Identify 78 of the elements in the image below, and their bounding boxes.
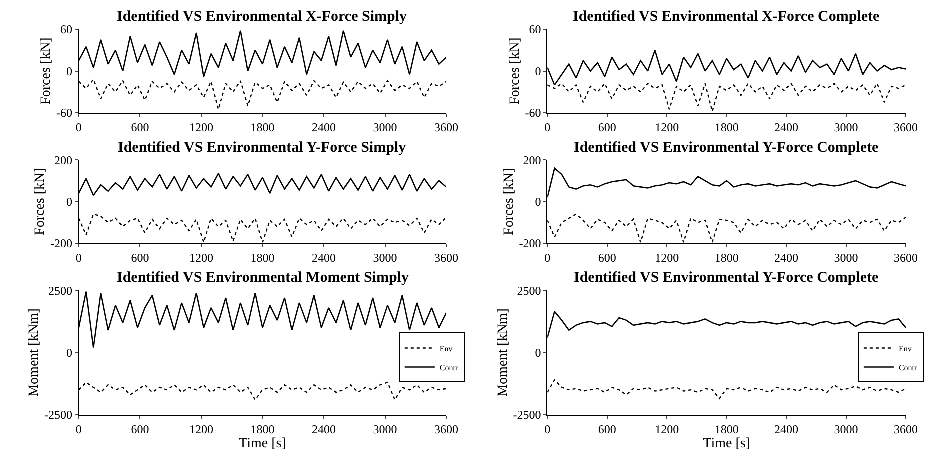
y-tick-label: 0: [535, 195, 542, 210]
x-tick-label: 1200: [189, 250, 214, 265]
x-tick-label: 1200: [655, 422, 680, 436]
y-axis-title: Forces [kN]: [508, 38, 523, 105]
y-tick-label: 0: [66, 195, 73, 210]
y-axis-title: Forces [kN]: [39, 38, 54, 105]
x-tick-label: 0: [544, 120, 551, 134]
x-tick-label: 3000: [834, 120, 858, 134]
y-tick-label: -2500: [513, 408, 542, 422]
x-tick-label: 0: [76, 422, 82, 436]
chart-title: Identified VS Environmental X-Force Complete: [573, 9, 880, 25]
y-tick-label: 60: [60, 22, 73, 37]
x-tick-label: 2400: [312, 250, 336, 265]
legend-label: Env: [440, 344, 453, 354]
x-tick-label: 2400: [312, 422, 336, 436]
x-tick-label: 3000: [373, 250, 398, 265]
y-tick-label: 0: [66, 346, 73, 360]
y-tick-label: -2500: [44, 408, 73, 422]
x-tick-label: 3000: [373, 422, 398, 436]
x-tick-label: 1200: [189, 422, 214, 436]
x-axis-title: Time [s]: [703, 436, 750, 452]
y-axis-title: Moment [kNm]: [27, 308, 42, 397]
x-tick-label: 600: [598, 120, 616, 134]
x-axis-title: Time [s]: [239, 436, 286, 452]
x-tick-label: 3600: [434, 250, 459, 265]
chart-title: Identified VS Environmental Y-Force Complete: [574, 270, 880, 286]
x-tick-label: 1800: [714, 250, 739, 265]
chart-title: Identified VS Environmental Y-Force Complete: [574, 140, 880, 156]
y-axis-title: Forces [kN]: [502, 168, 517, 236]
x-tick-label: 600: [131, 250, 150, 265]
x-tick-label: 1200: [655, 250, 680, 265]
x-tick-label: 0: [76, 250, 82, 265]
x-tick-label: 2400: [774, 250, 799, 265]
x-tick-label: 600: [598, 250, 616, 265]
legend-label: Env: [898, 344, 912, 354]
x-tick-label: 3600: [894, 422, 918, 436]
x-tick-label: 600: [131, 422, 150, 436]
x-tick-label: 1200: [189, 120, 214, 134]
y-tick-label: 0: [535, 64, 542, 78]
y-tick-label: -60: [525, 106, 542, 120]
y-tick-label: -60: [56, 106, 73, 120]
x-tick-label: 2400: [312, 120, 336, 134]
x-tick-label: 3600: [434, 422, 459, 436]
y-axis-title: Forces [kN]: [33, 168, 48, 236]
x-tick-label: 3000: [834, 422, 858, 436]
y-tick-label: -200: [50, 236, 73, 251]
x-tick-label: 2400: [774, 422, 799, 436]
x-tick-label: 1800: [250, 120, 275, 134]
y-tick-label: 0: [535, 346, 542, 360]
x-tick-label: 3600: [894, 120, 918, 134]
x-tick-label: 2400: [774, 120, 799, 134]
x-tick-label: 3600: [434, 120, 459, 134]
chart-title: Identified VS Environmental X-Force Simply: [117, 9, 408, 25]
x-tick-label: 600: [598, 422, 616, 436]
y-tick-label: 2500: [517, 284, 542, 298]
y-tick-label: 0: [66, 64, 73, 78]
y-tick-label: 200: [523, 153, 542, 168]
x-tick-label: 600: [131, 120, 150, 134]
y-tick-label: 200: [54, 153, 73, 168]
x-tick-label: 3000: [834, 250, 858, 265]
x-tick-label: 1800: [250, 422, 275, 436]
x-tick-label: 1200: [655, 120, 680, 134]
chart-title: Identified VS Environmental Moment Simply: [117, 270, 410, 286]
x-tick-label: 0: [544, 422, 551, 436]
legend-label: Contr: [898, 363, 918, 372]
chart-title: Identified VS Environmental Y-Force Simply: [118, 140, 407, 156]
x-tick-label: 0: [76, 120, 82, 134]
x-tick-label: 1800: [250, 250, 275, 265]
y-tick-label: 60: [529, 22, 542, 37]
y-axis-title: Moment [kNm]: [496, 308, 511, 397]
y-tick-label: 2500: [48, 284, 73, 298]
x-tick-label: 1800: [714, 120, 739, 134]
x-tick-label: 3600: [894, 250, 918, 265]
x-tick-label: 3000: [373, 120, 398, 134]
y-tick-label: -200: [519, 236, 542, 251]
x-tick-label: 0: [544, 250, 551, 265]
legend-label: Contr: [440, 363, 458, 372]
x-tick-label: 1800: [714, 422, 739, 436]
